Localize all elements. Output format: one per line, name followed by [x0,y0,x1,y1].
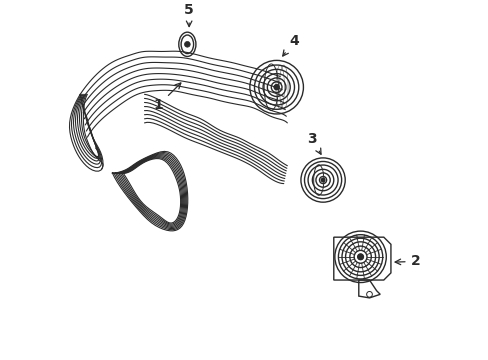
Text: 1: 1 [154,83,181,112]
Text: 4: 4 [282,34,299,56]
Circle shape [274,85,278,89]
Text: 2: 2 [394,255,420,269]
Text: 5: 5 [184,3,194,27]
Circle shape [184,41,190,47]
Circle shape [321,178,324,182]
Text: 3: 3 [307,132,320,154]
Circle shape [357,254,362,259]
